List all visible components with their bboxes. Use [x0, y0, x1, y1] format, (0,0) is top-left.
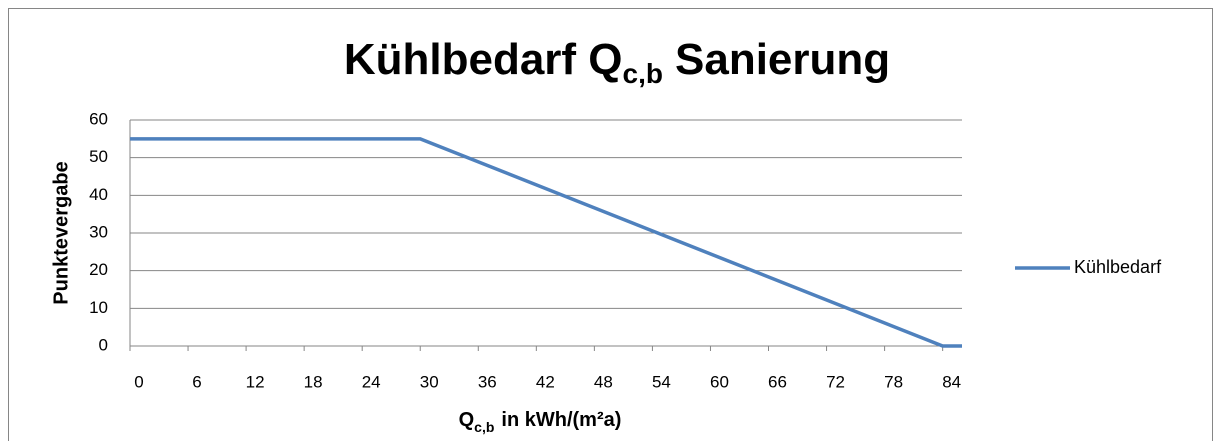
legend-label: Kühlbedarf	[1074, 257, 1162, 277]
data-line	[130, 137, 962, 348]
x-tick-label: 84	[942, 372, 961, 391]
x-tick-label: 36	[478, 372, 497, 391]
x-tick-label: 72	[826, 372, 845, 391]
y-tick-label: 0	[99, 335, 108, 354]
title-rest: Sanierung	[675, 35, 890, 84]
x-tick-label: 78	[884, 372, 903, 391]
x-tick-label: 66	[768, 372, 787, 391]
x-tick-label: 54	[652, 372, 671, 391]
x-tick-label: 12	[246, 372, 265, 391]
xlabel-main: Q	[459, 409, 475, 431]
y-tick-label: 40	[89, 185, 108, 204]
x-tick-label: 18	[304, 372, 323, 391]
x-tick-label: 30	[420, 372, 439, 391]
x-tick-label: 6	[192, 372, 201, 391]
x-tick-label: 48	[594, 372, 613, 391]
y-tick-label: 50	[89, 147, 108, 166]
y-tick-label: 60	[89, 109, 108, 128]
chart-title: Kühlbedarf Qc,b Sanierung	[344, 35, 890, 90]
y-tick-label: 10	[89, 298, 108, 317]
x-tick-label: 42	[536, 372, 555, 391]
y-axis-label: Punktevergabe	[50, 161, 72, 304]
title-subscript: c,b	[623, 58, 663, 89]
y-tick-label: 30	[89, 222, 108, 241]
xlabel-rest: in kWh/(m²a)	[501, 409, 621, 431]
x-tick-label: 0	[134, 372, 143, 391]
y-tick-label: 20	[89, 260, 108, 279]
xlabel-subscript: c,b	[474, 419, 494, 435]
x-tick-label: 60	[710, 372, 729, 391]
x-tick-label: 24	[362, 372, 381, 391]
chart-border	[8, 8, 1213, 441]
x-axis-label: Qc,b in kWh/(m²a)	[459, 409, 622, 434]
title-main: Kühlbedarf Q	[344, 35, 623, 84]
